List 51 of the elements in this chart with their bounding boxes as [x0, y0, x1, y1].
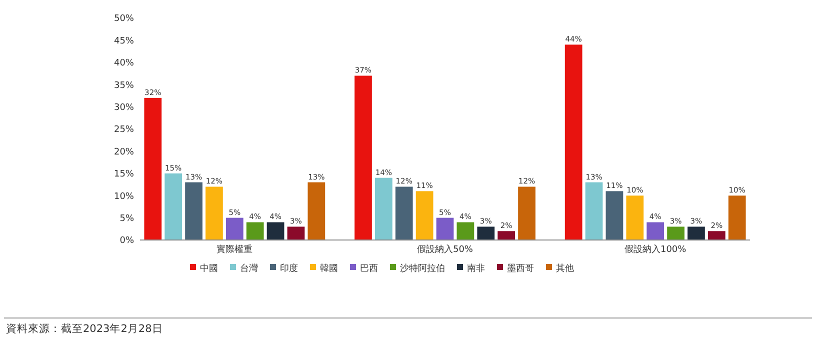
bar [416, 191, 434, 240]
bar [585, 182, 603, 240]
y-tick-label: 30% [114, 102, 134, 113]
legend-label: 中國 [200, 263, 218, 274]
bar [164, 173, 182, 240]
bar [185, 182, 202, 240]
legend-label: 台灣 [240, 263, 258, 274]
y-tick-label: 50% [114, 14, 134, 24]
y-tick-label: 20% [114, 147, 134, 158]
bar [498, 231, 516, 240]
bar [308, 182, 326, 240]
bar [374, 178, 392, 240]
bar [436, 218, 454, 240]
legend-label: 沙特阿拉伯 [400, 263, 445, 274]
y-tick-label: 45% [114, 36, 134, 46]
legend-label: 其他 [556, 263, 574, 274]
bar [456, 222, 474, 240]
bar [518, 186, 536, 240]
bar [667, 226, 684, 240]
x-tick-label: 實際權重 [216, 244, 253, 255]
bar [477, 226, 495, 240]
legend-label: 南非 [467, 263, 485, 274]
source-note: 資料來源：截至2023年2月28日 [6, 322, 163, 335]
y-tick-label: 10% [114, 192, 134, 202]
bar [206, 186, 223, 240]
y-tick-label: 15% [114, 170, 134, 180]
y-tick-label: 5% [120, 214, 134, 224]
bar [688, 226, 705, 240]
bar [287, 226, 305, 240]
y-tick-label: 0% [120, 236, 134, 246]
bar [646, 222, 664, 240]
y-tick-label: 35% [114, 80, 134, 91]
bar [728, 196, 746, 240]
bar [266, 222, 284, 240]
y-tick-label: 25% [114, 125, 134, 136]
bar [606, 191, 624, 240]
legend-label: 韓國 [320, 263, 338, 274]
legend-label: 巴西 [360, 264, 378, 274]
legend-label: 印度 [280, 263, 298, 274]
bar [564, 44, 582, 240]
bar [354, 76, 372, 240]
bar [395, 186, 413, 240]
bar [144, 98, 162, 240]
bar [626, 196, 644, 240]
bar [226, 218, 244, 240]
y-tick-label: 40% [114, 58, 134, 69]
x-tick-label: 假設納入100% [624, 244, 687, 255]
legend-label: 墨西哥 [507, 263, 534, 274]
bar [708, 231, 726, 240]
x-tick-label: 假設納入50% [416, 244, 474, 255]
bar [246, 222, 264, 240]
